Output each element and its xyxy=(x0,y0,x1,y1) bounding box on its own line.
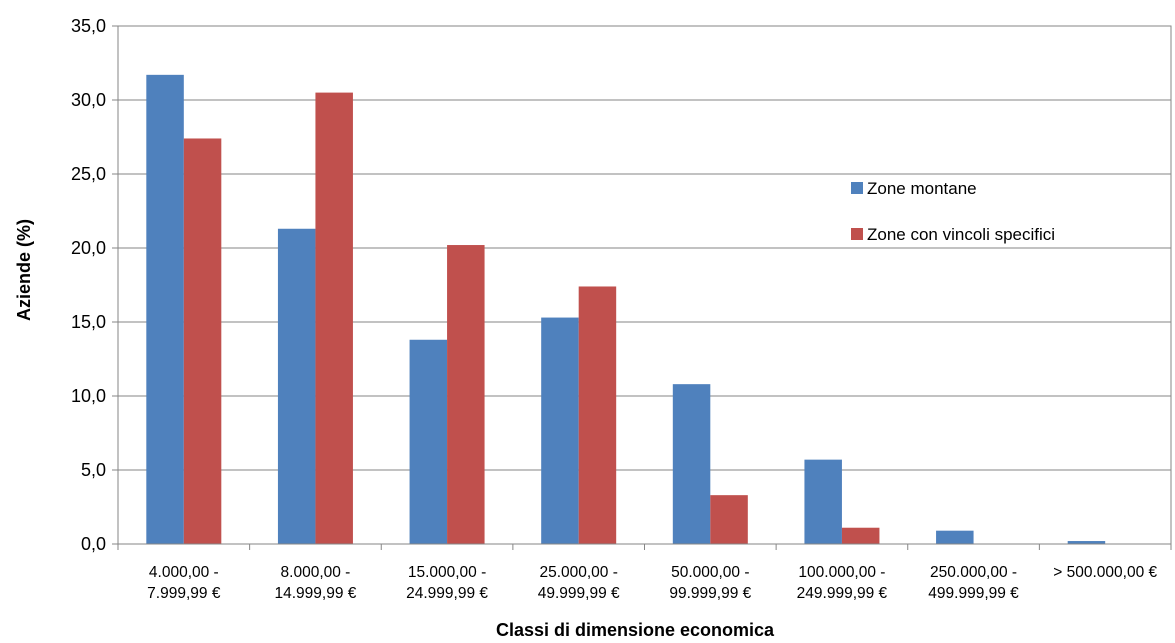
legend-swatch xyxy=(851,228,863,240)
bar-zone-montane-3 xyxy=(541,317,579,544)
bar-zone-vincoli-4 xyxy=(710,495,748,544)
y-tick-label: 25,0 xyxy=(71,164,106,184)
x-tick-label-line: 100.000,00 - xyxy=(798,564,885,581)
y-tick-label: 20,0 xyxy=(71,238,106,258)
bar-zone-montane-1 xyxy=(277,228,316,544)
x-tick-label: 100.000,00 - 249.999,99 € xyxy=(797,564,888,602)
bar-zone-montane-0 xyxy=(146,74,184,544)
bar-zone-vincoli-5 xyxy=(841,527,880,544)
x-tick-label-line: 14.999,99 € xyxy=(274,585,356,602)
bar-zone-montane-5 xyxy=(804,459,842,544)
x-tick-label: 4.000,00 - 7.999,99 € xyxy=(147,564,221,602)
bar-zone-vincoli-1 xyxy=(315,92,353,544)
bar-zone-montane-4 xyxy=(672,384,711,544)
x-tick-label-line: 25.000,00 - xyxy=(539,564,617,581)
y-tick-label: 35,0 xyxy=(71,16,106,36)
plot-area-border xyxy=(117,25,1172,545)
x-tick-labels: 4.000,00 - 7.999,99 € 8.000,00 - 14.999,99 … xyxy=(147,564,1157,602)
x-tick-label-line: 24.999,99 € xyxy=(406,585,488,602)
legend-label: Zone con vincoli specifici xyxy=(867,225,1055,244)
x-tick-label-line: 249.999,99 € xyxy=(797,585,888,602)
x-tick-label-line: 15.000,00 - xyxy=(408,564,486,581)
x-tick-label-line: 250.000,00 - xyxy=(930,564,1017,581)
x-tick-label-line: 499.999,99 € xyxy=(928,585,1019,602)
x-tick-label: 15.000,00 - 24.999,99 € xyxy=(406,564,488,602)
bar-zone-montane-2 xyxy=(409,339,448,544)
bar-zone-montane-7 xyxy=(1067,541,1106,544)
x-tick-label-line: > 500.000,00 € xyxy=(1053,564,1157,581)
x-tick-label-line: 4.000,00 - xyxy=(149,564,219,581)
x-tick-label: 250.000,00 - 499.999,99 € xyxy=(928,564,1019,602)
y-tick-labels: 0,0 5,0 10,0 15,0 20,0 25,0 30,0 35,0 xyxy=(71,16,106,554)
x-tick-label-line: 8.000,00 - xyxy=(281,564,351,581)
bar-zone-montane-6 xyxy=(936,530,974,544)
x-tick-label-line: 49.999,99 € xyxy=(538,585,620,602)
x-tick-label-line: 99.999,99 € xyxy=(669,585,751,602)
bar-zone-vincoli-3 xyxy=(578,286,617,544)
x-tick-label: 50.000,00 - 99.999,99 € xyxy=(669,564,751,602)
y-tick-label: 15,0 xyxy=(71,312,106,332)
y-axis-title: Aziende (%) xyxy=(14,219,34,321)
bar-zone-vincoli-2 xyxy=(447,245,485,545)
bar-zone-vincoli-0 xyxy=(183,138,222,545)
x-tick-label: 25.000,00 - 49.999,99 € xyxy=(538,564,620,602)
x-tick-label-line: 50.000,00 - xyxy=(671,564,749,581)
x-tick-label-line: 7.999,99 € xyxy=(147,585,221,602)
x-axis-title: Classi di dimensione economica xyxy=(496,620,775,640)
y-tick-label: 30,0 xyxy=(71,90,106,110)
bars xyxy=(146,74,1106,545)
y-tick-label: 5,0 xyxy=(81,460,106,480)
y-tick-label: 0,0 xyxy=(81,534,106,554)
legend-swatch xyxy=(851,182,863,194)
legend-label: Zone montane xyxy=(867,179,977,198)
x-tick-label: > 500.000,00 € xyxy=(1053,564,1157,581)
x-tick-label: 8.000,00 - 14.999,99 € xyxy=(274,564,356,602)
gridlines xyxy=(118,25,1171,471)
legend: Zone montane Zone con vincoli specifici xyxy=(851,179,1055,244)
axes xyxy=(112,25,1172,550)
y-tick-label: 10,0 xyxy=(71,386,106,406)
